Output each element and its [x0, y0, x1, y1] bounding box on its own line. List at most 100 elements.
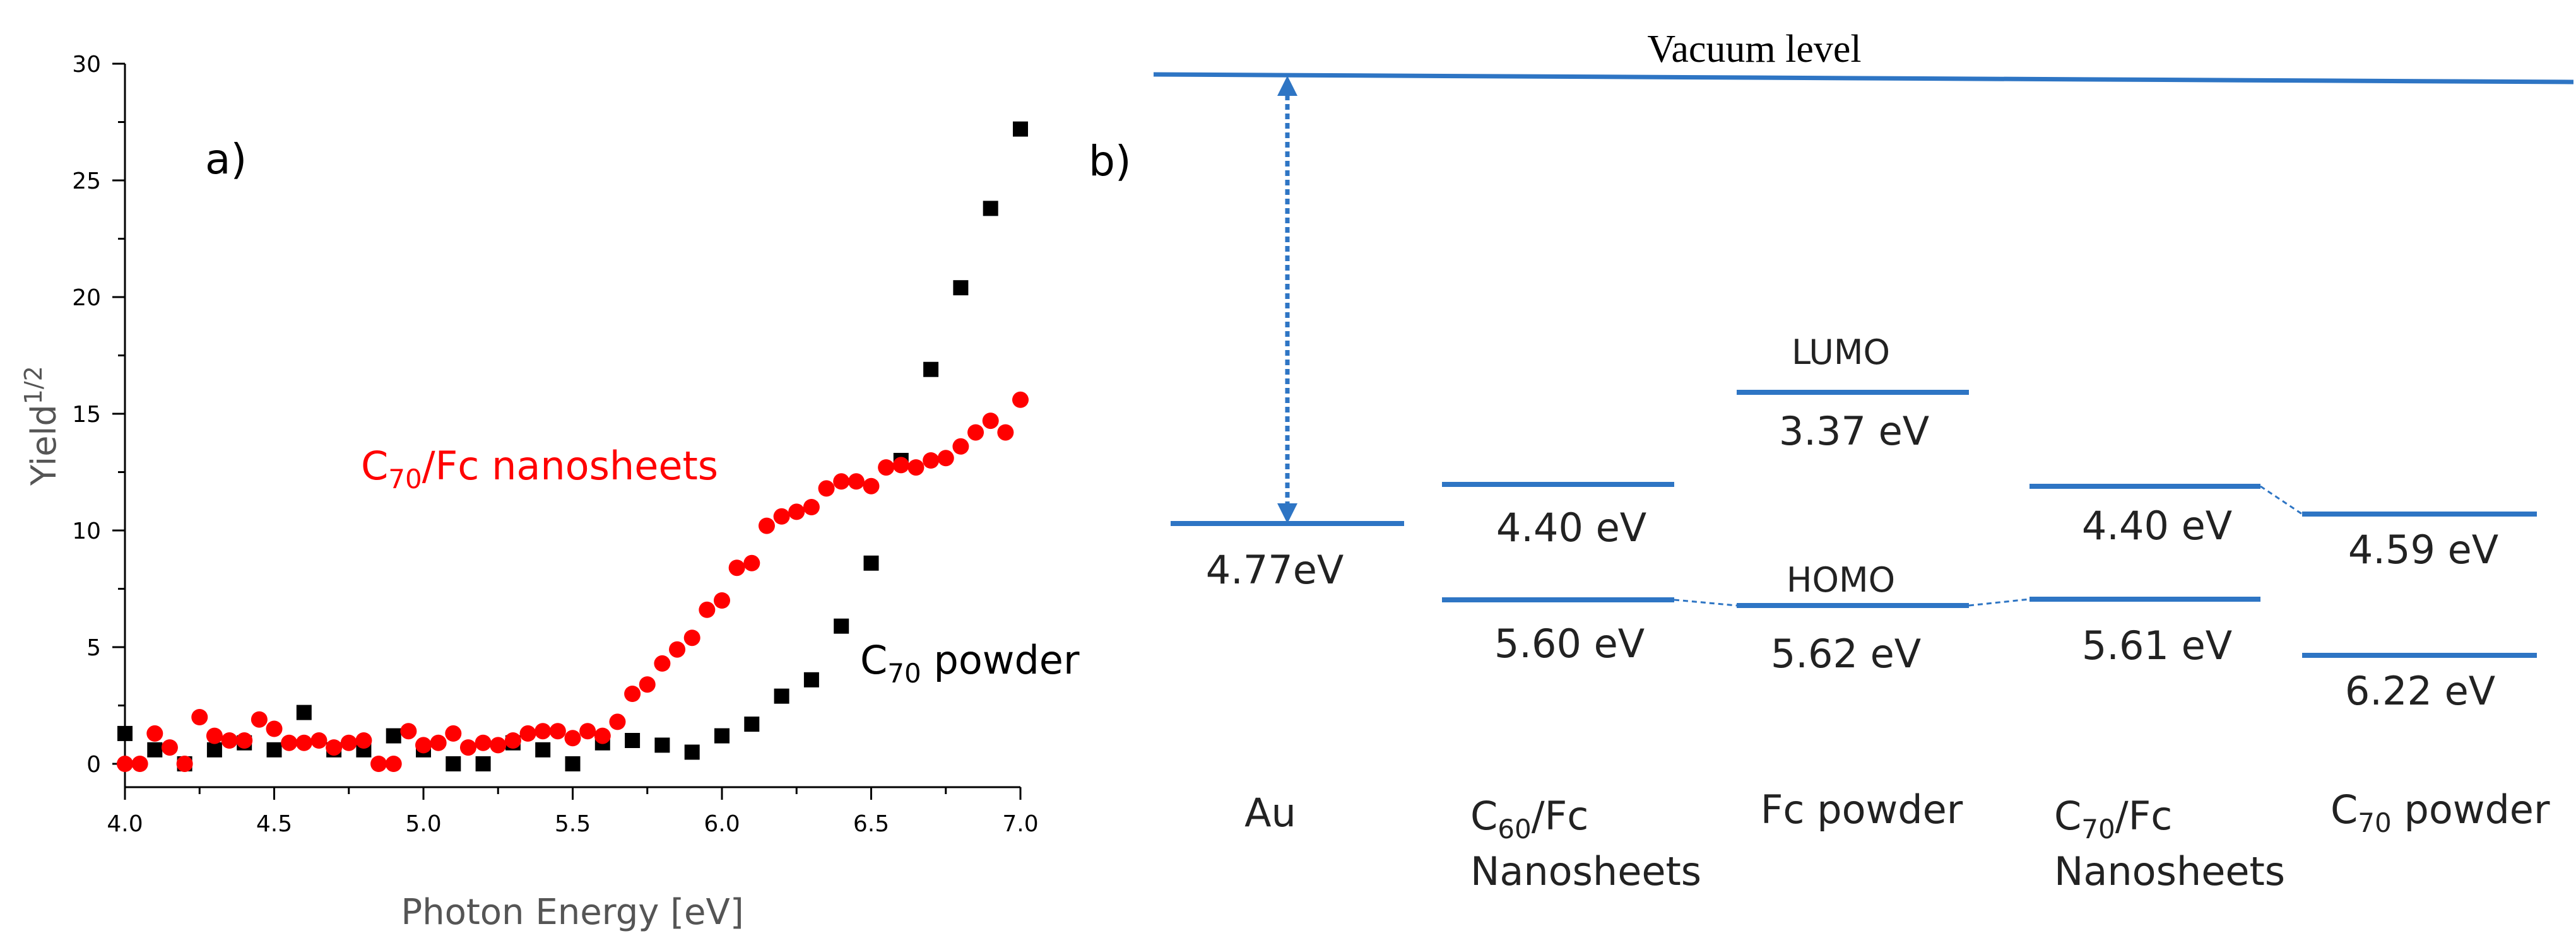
data-point-c70-fc-nanosheets: [699, 601, 716, 618]
y-tick-label: 25: [72, 168, 101, 194]
tick-labels: 4.0 4.5 5.0 5.5 6.0 6.5 7.0 0 5 10 15 20 25 30: [72, 52, 1038, 837]
lumo-label: LUMO: [1792, 332, 1890, 372]
x-axis-label: Photon Energy [eV]: [401, 892, 743, 933]
arrow-head-up: [1277, 76, 1297, 96]
data-point-c70-fc-nanosheets: [788, 503, 805, 520]
data-point-c70-powder: [117, 725, 133, 741]
data-point-c70-fc-nanosheets: [878, 459, 895, 476]
y-tick-label: 15: [72, 402, 101, 428]
x-tick-label: 7.0: [1002, 811, 1038, 837]
column-label-sub: 70: [2081, 814, 2115, 845]
column-label-c: C: [1470, 793, 1498, 839]
data-point-c70-fc-nanosheets: [833, 473, 850, 490]
series-label-c: C: [860, 637, 887, 683]
column-label-c60fc: C60/Fc: [1470, 793, 1588, 845]
data-point-c70-fc-nanosheets: [430, 734, 447, 751]
data-point-c70-powder: [744, 717, 760, 732]
y-axis-label-base: Yield: [24, 404, 64, 486]
data-point-c70-fc-nanosheets: [251, 711, 268, 728]
data-point-c70-fc-nanosheets: [370, 756, 387, 772]
data-point-c70-fc-nanosheets: [400, 723, 417, 740]
y-tick-label: 30: [72, 52, 101, 78]
connector-dashed: [1968, 598, 2030, 607]
column-label-c70-powder: C70 powder: [2331, 787, 2550, 838]
data-point-c70-fc-nanosheets: [206, 727, 223, 744]
data-point-c70-fc-nanosheets: [952, 438, 969, 455]
data-point-c70-fc-nanosheets: [236, 732, 253, 749]
data-point-c70-powder: [803, 672, 819, 688]
y-axis-label: Yield1/2: [20, 366, 64, 486]
data-point-c70-fc-nanosheets: [445, 725, 462, 742]
y-tick-label: 0: [86, 752, 101, 778]
panel-a-scatter-plot: 4.0 4.5 5.0 5.5 6.0 6.5 7.0 0 5 10 15 20 25 30 a) Pho…: [20, 52, 1080, 933]
column-label-sub: 70: [2358, 807, 2391, 838]
data-point-c70-fc-nanosheets: [549, 723, 566, 740]
connector-dashed: [2260, 485, 2303, 515]
data-point-c70-fc-nanosheets: [161, 739, 178, 756]
data-point-c70-powder: [296, 705, 312, 720]
value-label: 4.40 eV: [1496, 505, 1646, 551]
value-label: 4.59 eV: [2348, 527, 2498, 573]
data-point-c70-fc-nanosheets: [967, 424, 984, 441]
panel-label-b: b): [1089, 137, 1131, 185]
data-point-c70-fc-nanosheets: [683, 629, 700, 647]
data-point-c70-powder: [1013, 121, 1028, 137]
data-point-c70-fc-nanosheets: [326, 739, 343, 756]
series-label-c: C: [361, 443, 388, 489]
data-point-c70-powder: [774, 688, 789, 704]
data-point-c70-powder: [266, 742, 282, 758]
data-point-c70-powder: [654, 737, 670, 753]
data-point-c70-fc-nanosheets: [863, 477, 880, 494]
data-point-c70-fc-nanosheets: [310, 732, 328, 749]
data-point-c70-fc-nanosheets: [803, 499, 820, 515]
data-point-c70-powder: [834, 618, 849, 634]
y-tick-label: 5: [86, 635, 101, 661]
data-point-c70-fc-nanosheets: [848, 473, 865, 490]
x-tick-label: 4.0: [107, 811, 143, 837]
data-point-c70-fc-nanosheets: [892, 457, 909, 474]
x-tick-label: 5.5: [555, 811, 591, 837]
column-label-c: C: [2331, 787, 2358, 833]
axis-ticks: [112, 62, 1022, 800]
data-point-c70-powder: [953, 280, 969, 296]
data-point-c70-fc-nanosheets: [907, 459, 925, 476]
column-label-c70fc: C70/Fc: [2054, 793, 2172, 845]
value-label: 4.77eV: [1206, 547, 1344, 593]
data-point-c70-fc-nanosheets: [937, 450, 954, 467]
data-point-c70-fc-nanosheets: [669, 641, 686, 658]
x-tick-label: 5.0: [405, 811, 441, 837]
data-point-c70-fc-nanosheets: [624, 686, 641, 702]
data-point-c70-fc-nanosheets: [714, 592, 730, 609]
data-point-c70-powder: [535, 742, 551, 758]
data-point-c70-fc-nanosheets: [609, 713, 626, 730]
data-point-c70-powder: [475, 756, 491, 771]
value-label: 5.62 eV: [1771, 631, 1921, 677]
data-point-c70-fc-nanosheets: [997, 424, 1014, 441]
panel-label-a: a): [205, 135, 247, 184]
data-point-c70-fc-nanosheets: [340, 734, 357, 751]
connector-dashed: [1674, 599, 1737, 607]
data-point-c70-powder: [625, 733, 641, 748]
data-point-c70-fc-nanosheets: [385, 756, 402, 772]
y-tick-label: 20: [72, 285, 101, 311]
value-label: 5.61 eV: [2082, 623, 2232, 669]
data-point-c70-fc-nanosheets: [146, 725, 163, 742]
column-label-c70fc-line2: Nanosheets: [2054, 848, 2285, 894]
x-tick-label: 6.0: [704, 811, 740, 837]
data-point-c70-fc-nanosheets: [221, 732, 238, 749]
homo-label: HOMO: [1787, 560, 1895, 600]
data-point-c70-fc-nanosheets: [564, 730, 581, 747]
data-point-c70-fc-nanosheets: [176, 756, 193, 772]
data-point-c70-fc-nanosheets: [281, 734, 298, 751]
data-point-c70-powder: [147, 742, 163, 758]
data-point-c70-fc-nanosheets: [131, 756, 148, 772]
vacuum-level-line: [1153, 72, 2574, 85]
data-point-c70-fc-nanosheets: [191, 709, 208, 725]
data-point-c70-fc-nanosheets: [758, 517, 775, 534]
data-point-c70-powder: [386, 728, 401, 744]
y-tick-label: 10: [72, 518, 101, 544]
data-point-c70-fc-nanosheets: [923, 452, 940, 469]
column-label-fc-powder: Fc powder: [1761, 787, 1963, 833]
data-point-c70-fc-nanosheets: [818, 480, 835, 497]
